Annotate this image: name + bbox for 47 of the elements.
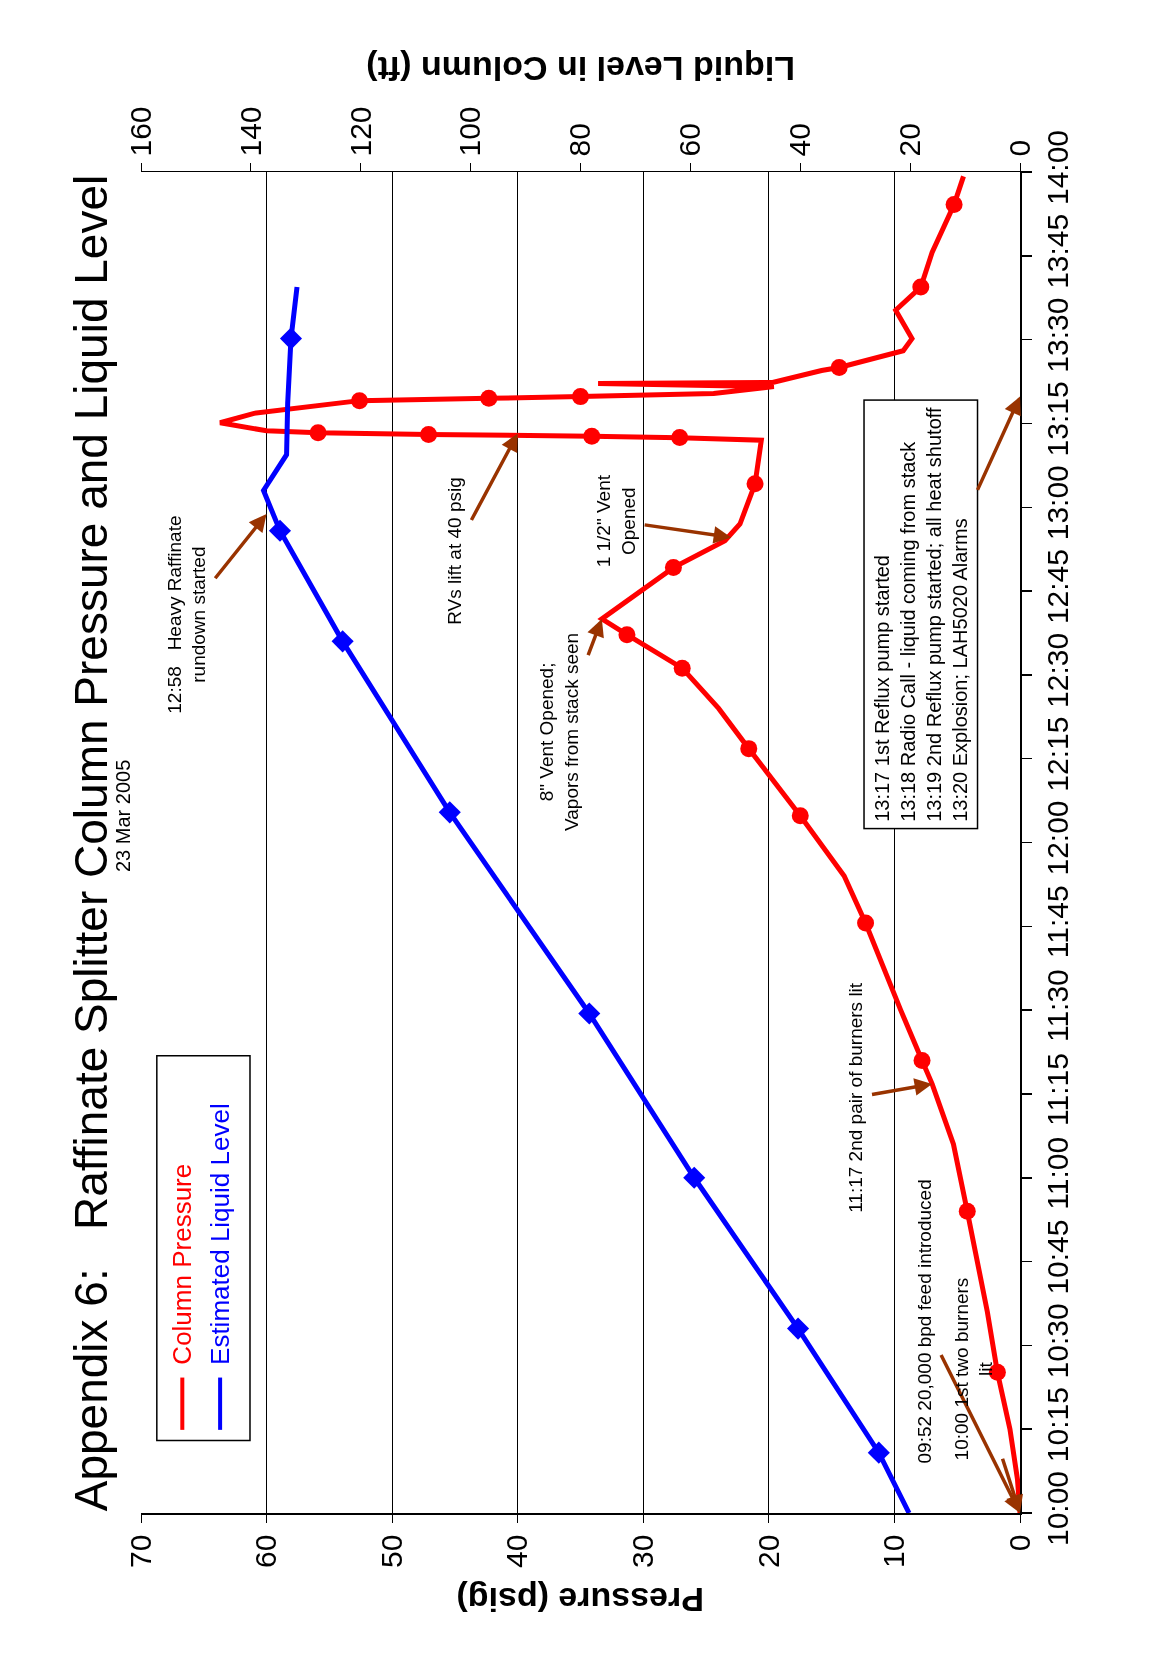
x2-tick-label: 80 xyxy=(563,123,597,157)
annotation: 13:17 1st Reflux pump started 13:18 Radio Call - liquid coming from stack 13:19 2nd Reflux pump started; all heat shutoff 13:20 Explosion; LAH5020 Alarms xyxy=(870,407,971,822)
x2-tick-label: 100 xyxy=(453,106,487,157)
text: 23 Mar 2005 xyxy=(111,759,134,873)
annotation: 10:00 1st two burners lit xyxy=(950,1277,997,1461)
x-tick-label: 30 xyxy=(626,1534,660,1568)
x2-axis-title: Liquid Level in Column (ft) xyxy=(366,50,795,89)
y-tick-label: 12:30 xyxy=(1040,632,1074,708)
annotation: 8" Vent Opened; Vapors from stack seen xyxy=(536,632,582,832)
annotation: 12:58 Heavy Raffinate rundown started xyxy=(163,515,210,714)
y-tick-label: 11:45 xyxy=(1040,885,1074,959)
y-tick-label: 11:30 xyxy=(1040,969,1074,1043)
y-tick-label: 13:00 xyxy=(1040,465,1074,541)
x-tick-label: 0 xyxy=(1002,1534,1036,1552)
x-tick-label: 70 xyxy=(123,1534,157,1568)
text: Column Pressure xyxy=(166,1163,197,1365)
x2-tick-label: 160 xyxy=(123,106,157,157)
annotation: 09:52 20,000 bpd feed introduced xyxy=(913,1179,935,1464)
x-tick-label: 60 xyxy=(249,1534,283,1568)
x-tick-label: 40 xyxy=(500,1534,534,1568)
x2-tick-label: 140 xyxy=(233,106,267,157)
y-tick-label: 13:45 xyxy=(1040,213,1074,289)
annotation: 11:17 2nd pair of burners lit xyxy=(845,982,867,1213)
x2-tick-label: 40 xyxy=(783,123,816,157)
y-tick-label: 14:00 xyxy=(1040,129,1074,206)
y-tick-label: 10:30 xyxy=(1040,1303,1074,1379)
y-tick-label: 11:00 xyxy=(1040,1136,1074,1210)
x2-tick-label: 0 xyxy=(1002,139,1036,157)
y-tick-label: 12:00 xyxy=(1040,800,1074,876)
annotation: 1 1/2" Vent Opened xyxy=(593,474,639,568)
y-tick-label: 10:00 xyxy=(1040,1470,1074,1547)
x-tick-label: 20 xyxy=(751,1534,785,1568)
text: Estimated Liquid Level xyxy=(205,1103,236,1365)
x-tick-label: 50 xyxy=(374,1534,408,1568)
annotation: RVs lift at 40 psig xyxy=(444,477,466,625)
y-tick-label: 13:30 xyxy=(1040,297,1074,373)
y-tick-label: 12:45 xyxy=(1040,549,1074,625)
y-tick-label: 10:15 xyxy=(1040,1387,1074,1463)
x-tick-label: 10 xyxy=(877,1534,911,1568)
y-tick-label: 11:15 xyxy=(1040,1053,1074,1126)
y-tick-label: 13:15 xyxy=(1040,381,1074,457)
x2-tick-label: 120 xyxy=(343,106,377,157)
x-axis-title: Pressure (psig) xyxy=(456,1580,704,1619)
y-tick-label: 12:15 xyxy=(1040,716,1074,792)
x2-tick-label: 20 xyxy=(892,123,926,157)
y-tick-label: 10:45 xyxy=(1040,1219,1074,1295)
x2-tick-label: 60 xyxy=(673,123,707,157)
